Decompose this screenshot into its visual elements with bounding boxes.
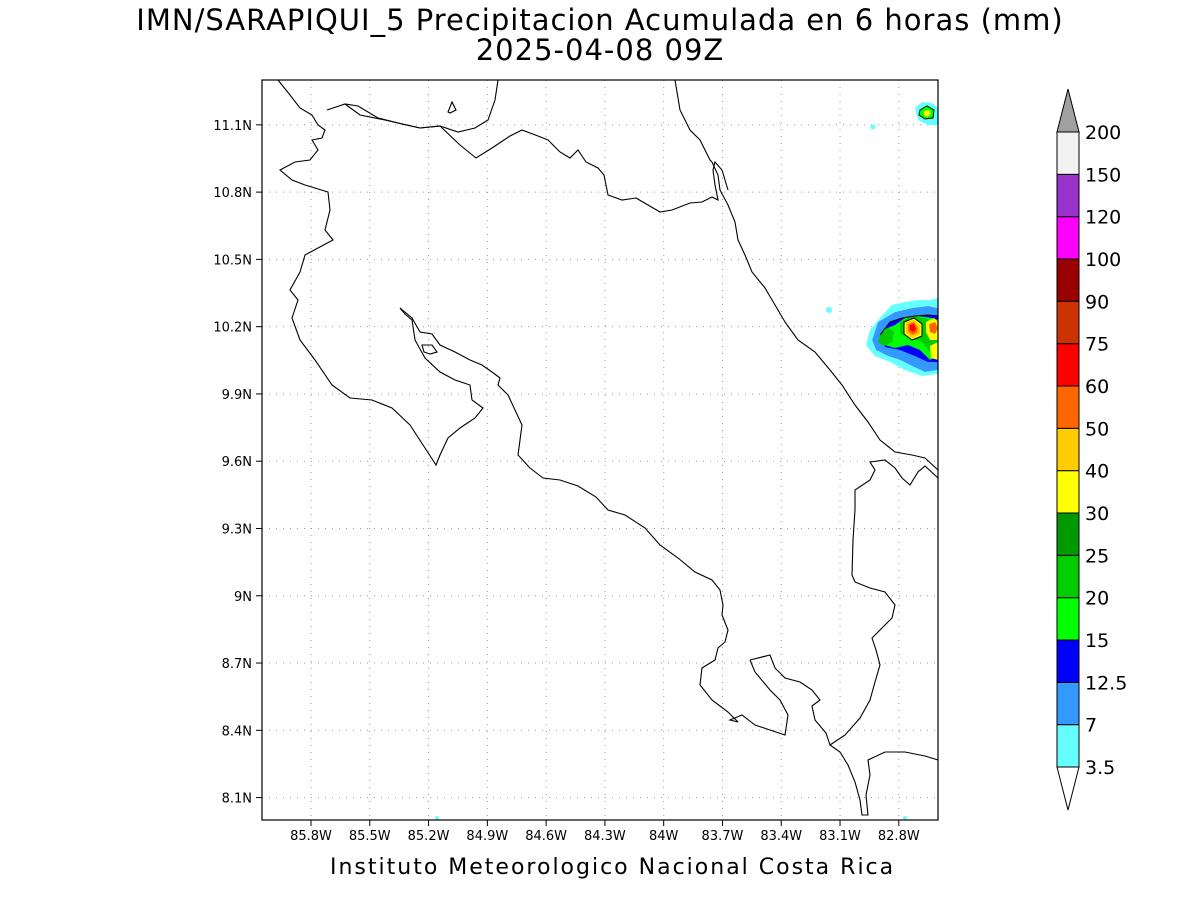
- lat-tick-label: 8.7N: [222, 657, 252, 672]
- lat-tick-label: 10.5N: [213, 253, 252, 268]
- precip-speck-2: [870, 124, 876, 130]
- colorbar-segment: [1056, 216, 1080, 260]
- lon-tick-label: 84.6W: [525, 829, 567, 844]
- colorbar-segment: [1056, 639, 1080, 683]
- map-subtitle-datetime: 2025-04-08 09Z: [475, 33, 725, 67]
- coastline-burica: [829, 459, 939, 746]
- lat-tick-label: 11.1N: [213, 119, 252, 134]
- colorbar-label: 15: [1085, 630, 1109, 652]
- axis-ticks: 11.1N 10.8N 10.5N 10.2N 9.9N 9.6N 9.3N 9N 8.7N 8.…: [213, 119, 920, 844]
- colorbar-label: 75: [1085, 334, 1109, 356]
- lon-tick-label: 82.8W: [878, 829, 920, 844]
- map-frame: [261, 79, 939, 821]
- precip-area-east-60mm: [910, 324, 916, 332]
- colorbar-label: 25: [1085, 545, 1109, 567]
- precip-contour-lines: [879, 105, 939, 341]
- colorbar-segment: [1056, 131, 1080, 175]
- colorbar-label: 90: [1085, 291, 1109, 313]
- precip-area-east3-30mm: [930, 342, 938, 360]
- colorbar-label: 20: [1085, 588, 1109, 610]
- colorbar-label: 60: [1085, 376, 1109, 398]
- colorbar-label: 30: [1085, 503, 1109, 525]
- lat-tick-label: 8.4N: [222, 724, 252, 739]
- colorbar-segment: [1056, 554, 1080, 599]
- coastline-caribbean-north: [674, 79, 713, 163]
- precip-area-west-green: [878, 328, 894, 346]
- precip-speck-3: [435, 816, 439, 820]
- ometepe-island: [447, 100, 457, 114]
- precip-speck-1: [826, 307, 832, 313]
- colorbar-segment: [1056, 427, 1080, 472]
- lat-tick-label: 9.9N: [222, 388, 252, 403]
- colorbar-segment: [1056, 512, 1080, 556]
- lon-tick-label: 84.9W: [466, 829, 508, 844]
- precip-area-east-3_5mm: [866, 298, 938, 376]
- colorbar-label: 40: [1085, 461, 1109, 483]
- footer-credit: Instituto Meteorologico Nacional Costa R…: [330, 855, 896, 880]
- lon-tick-label: 83.1W: [819, 829, 861, 844]
- nicoya-island: [421, 344, 438, 355]
- lon-tick-label: 85.8W: [290, 829, 332, 844]
- coastline-nicaragua-pacific-top: [419, 79, 499, 133]
- precip-area-east2-50mm: [929, 322, 938, 334]
- colorbar-segment: [1056, 681, 1080, 726]
- lake-nicaragua-shore: [344, 103, 421, 129]
- lat-tick-label: 10.2N: [213, 321, 252, 336]
- map-title: IMN/SARAPIQUI_5 Precipitacion Acumulada …: [136, 3, 1064, 37]
- precipitation-field: [435, 102, 938, 820]
- colorbar-top-triangle: [1056, 88, 1080, 133]
- colorbar-label: 12.5: [1085, 672, 1127, 694]
- coastline-pacific-north: [277, 79, 484, 467]
- colorbar-label: 100: [1085, 249, 1121, 271]
- lon-tick-label: 85.5W: [349, 829, 391, 844]
- colorbar-segment: [1056, 597, 1080, 641]
- colorbar-label: 50: [1085, 418, 1109, 440]
- coastline-golfo-dulce-inner: [728, 659, 789, 736]
- lat-tick-label: 9N: [234, 590, 252, 605]
- colorbar-legend: 3.5 7 12.5 15 20 25 30 40 50 60 75 90 100 120 150 200: [1056, 88, 1127, 811]
- colorbar-segment: [1056, 470, 1080, 514]
- colorbar-label: 120: [1085, 207, 1121, 229]
- colorbar-label: 7: [1085, 715, 1097, 737]
- lon-tick-label: 83.7W: [702, 829, 744, 844]
- colorbar-bottom-triangle: [1056, 766, 1080, 811]
- colorbar-segment: [1056, 385, 1080, 429]
- coastline-caribbean: [711, 161, 939, 471]
- lon-tick-label: 84.3W: [584, 829, 626, 844]
- precip-speck-4: [903, 816, 907, 820]
- lon-tick-label: 85.2W: [408, 829, 450, 844]
- precip-area-northeast-30mm: [924, 110, 931, 117]
- coastline-osa-golfo-dulce: [749, 654, 939, 816]
- lat-tick-label: 10.8N: [213, 186, 252, 201]
- colorbar-segment: [1056, 173, 1080, 218]
- colorbar-label: 200: [1085, 122, 1121, 144]
- coastline-layer: [277, 79, 939, 816]
- lon-tick-label: 83.4W: [760, 829, 802, 844]
- lat-tick-label: 8.1N: [222, 792, 252, 807]
- lat-tick-label: 9.3N: [222, 522, 252, 537]
- colorbar-label: 3.5: [1085, 757, 1115, 779]
- lon-tick-label: 84W: [649, 829, 679, 844]
- coastline-gulf-nicoya: [399, 307, 739, 723]
- graticule-grid: [262, 80, 938, 820]
- colorbar-segment: [1056, 343, 1080, 387]
- colorbar-label: 150: [1085, 164, 1121, 186]
- lat-tick-label: 9.6N: [222, 455, 252, 470]
- colorbar-segment: [1056, 724, 1080, 768]
- colorbar-segment: [1056, 300, 1080, 345]
- colorbar-segment: [1056, 258, 1080, 302]
